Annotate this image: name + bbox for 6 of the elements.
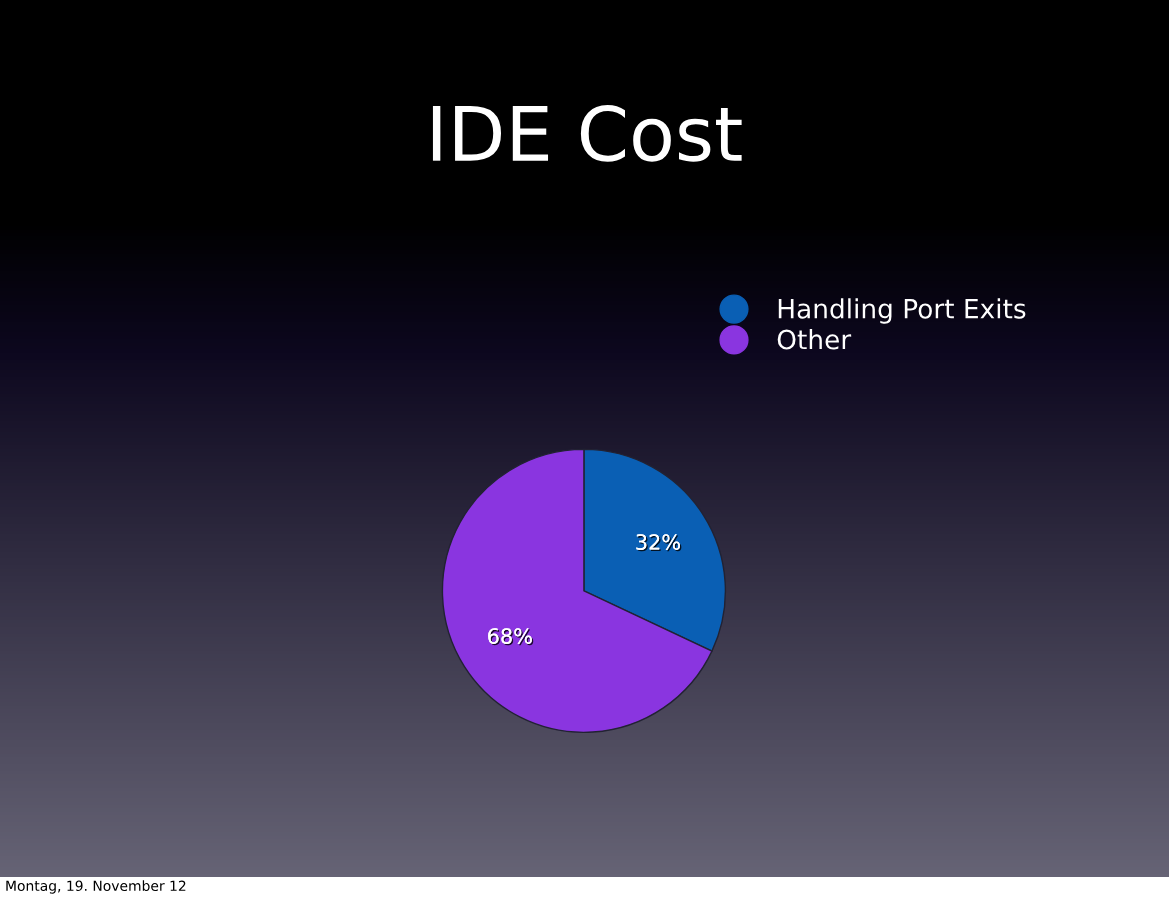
text: Montag, 19. November 12: [6, 880, 186, 894]
legend-label: Handling Port Exits: [778, 298, 1026, 324]
data-label: 68%: [488, 628, 534, 646]
legend-label: Other: [777, 329, 852, 350]
chart-title: IDE Cost: [432, 105, 742, 162]
data-label: 32%: [636, 534, 682, 552]
